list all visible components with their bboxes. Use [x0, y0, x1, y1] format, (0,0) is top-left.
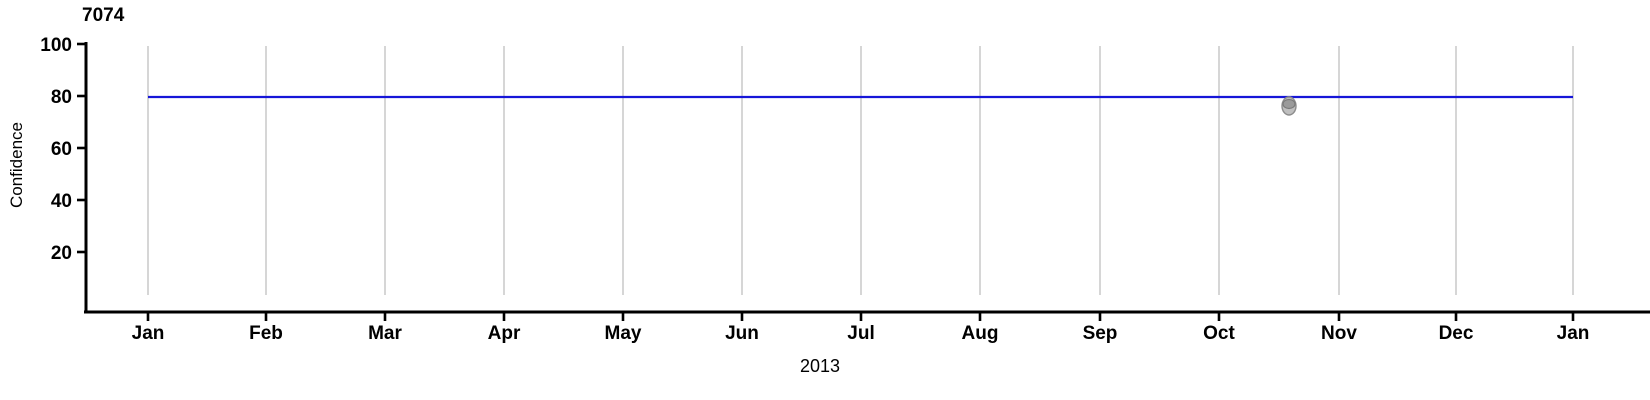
- gridlines: [147, 46, 1574, 295]
- y-axis: 100 80 60 40 20 Confidence: [7, 35, 88, 312]
- observation-marker-inner[interactable]: [1282, 98, 1296, 110]
- x-axis: Jan Feb Mar Apr May Jun Jul Aug Sep Oct …: [84, 310, 1650, 376]
- x-tick-label-apr: Apr: [488, 323, 521, 344]
- y-tick-label-40: 40: [51, 191, 72, 212]
- x-tick-label-jan: Jan: [132, 323, 165, 344]
- x-tick-label-nov: Nov: [1321, 323, 1357, 344]
- x-tick-label-aug: Aug: [962, 323, 999, 344]
- x-tick-label-oct: Oct: [1203, 323, 1235, 344]
- x-tick-label-jul: Jul: [847, 323, 874, 344]
- chart-title: 7074: [82, 5, 125, 26]
- y-tick-label-60: 60: [51, 139, 72, 160]
- y-axis-title: Confidence: [7, 122, 26, 208]
- x-tick-label-jan2: Jan: [1557, 323, 1590, 344]
- x-tick-label-mar: Mar: [368, 323, 402, 344]
- x-tick-label-dec: Dec: [1439, 323, 1474, 344]
- series-observation-marker[interactable]: [1281, 96, 1297, 116]
- y-tick-label-100: 100: [40, 35, 72, 56]
- x-axis-title: 2013: [800, 356, 840, 376]
- x-tick-label-jun: Jun: [725, 323, 759, 344]
- x-tick-label-may: May: [605, 323, 642, 344]
- y-tick-label-80: 80: [51, 87, 72, 108]
- x-tick-label-feb: Feb: [249, 323, 283, 344]
- y-tick-label-20: 20: [51, 243, 72, 264]
- x-tick-label-sep: Sep: [1083, 323, 1118, 344]
